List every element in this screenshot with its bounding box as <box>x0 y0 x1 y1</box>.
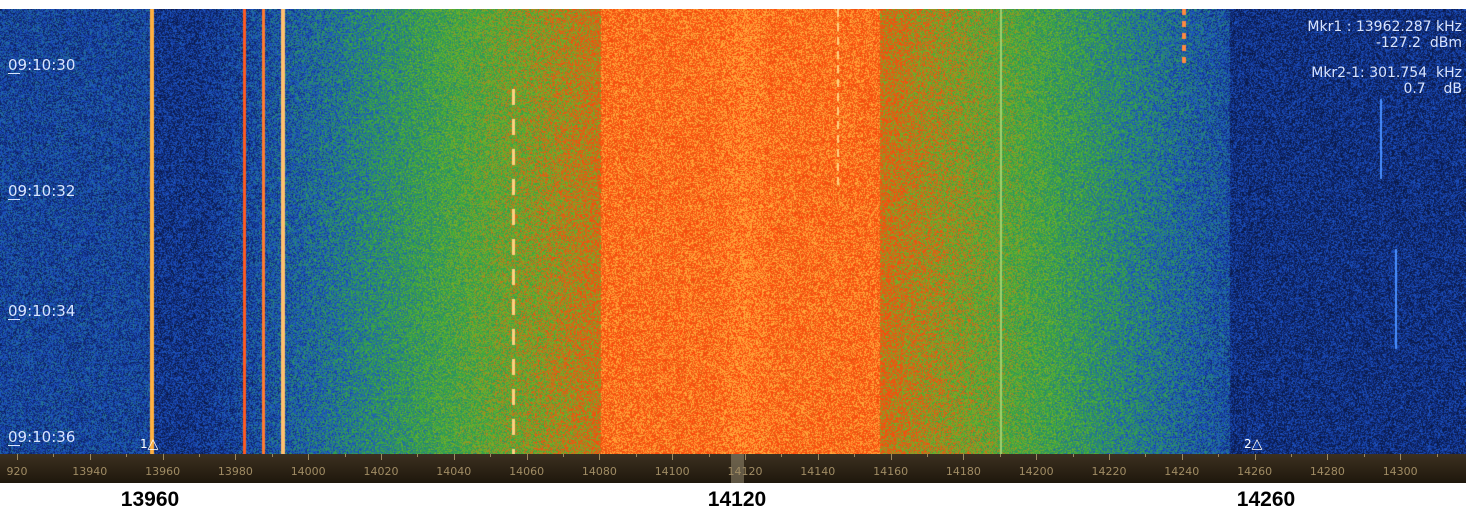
time-label: 09:10:34 <box>8 302 76 320</box>
axis-minor-tick <box>1218 454 1220 457</box>
axis-minor-tick <box>1436 454 1438 457</box>
axis-minor-tick <box>563 454 564 457</box>
axis-tick <box>672 454 674 460</box>
axis-tick-label: 14080 <box>581 465 617 478</box>
axis-tick-label: 14240 <box>1164 465 1200 478</box>
marker-2-number: 2 <box>1244 437 1252 451</box>
axis-minor-tick <box>635 454 637 457</box>
axis-tick-label: 13960 <box>145 465 181 478</box>
axis-tick-label: 13940 <box>72 465 108 478</box>
mkr1-frequency: Mkr1 : 13962.287 kHz <box>1307 19 1462 35</box>
axis-tick-label: 14020 <box>363 465 399 478</box>
axis-tick-label: 14280 <box>1309 465 1345 478</box>
axis-tick <box>453 454 455 460</box>
center-frequency-marker <box>731 454 744 483</box>
axis-minor-tick <box>781 454 783 457</box>
axis-tick-label: 14180 <box>945 465 981 478</box>
big-freq-label: 14120 <box>707 488 767 511</box>
marker-readout: Mkr1 : 13962.287 kHz -127.2 dBm Mkr2-1: … <box>1307 19 1462 97</box>
axis-tick-label: 14000 <box>290 465 326 478</box>
axis-tick-label: 14140 <box>800 465 836 478</box>
axis-tick <box>745 454 746 460</box>
axis-tick-label: 14220 <box>1091 465 1127 478</box>
axis-tick <box>526 454 528 460</box>
axis-minor-tick <box>708 454 710 457</box>
axis-minor-tick <box>490 454 492 457</box>
marker-1-number: 1 <box>140 437 148 451</box>
big-freq-label: 14260 <box>1236 488 1296 511</box>
axis-tick <box>1181 454 1183 460</box>
axis-minor-tick <box>1072 454 1074 457</box>
axis-tick <box>599 454 601 460</box>
axis-tick <box>308 454 310 460</box>
time-tick <box>8 73 20 74</box>
axis-tick <box>17 454 18 460</box>
axis-minor-tick <box>126 454 128 457</box>
axis-minor-tick <box>417 454 419 457</box>
axis-minor-tick <box>1291 454 1292 457</box>
axis-minor-tick <box>53 454 55 457</box>
axis-minor-tick <box>854 454 856 457</box>
frequency-axis[interactable]: 920 13940 13960 13980 14000 14020 14040 14060 14… <box>0 454 1466 483</box>
mkr2-delta-level: 0.7 dB <box>1403 81 1462 97</box>
marker-2-triangle-icon: △ <box>1251 436 1263 452</box>
axis-tick <box>817 454 819 460</box>
axis-tick-label: 14040 <box>436 465 472 478</box>
marker-2[interactable]: 2△ <box>1244 437 1262 451</box>
axis-tick-label: 14260 <box>1237 465 1273 478</box>
time-label: 09:10:32 <box>8 182 76 200</box>
time-label: 09:10:30 <box>8 56 76 74</box>
axis-tick <box>89 454 91 460</box>
axis-tick <box>1254 454 1256 460</box>
axis-tick-label: 920 <box>6 465 28 478</box>
axis-tick <box>235 454 237 460</box>
axis-tick-label: 14100 <box>654 465 690 478</box>
marker-1-triangle-icon: △ <box>147 436 159 452</box>
axis-tick-label: 14200 <box>1018 465 1054 478</box>
axis-tick <box>1036 454 1038 460</box>
axis-tick-label: 14300 <box>1382 465 1418 478</box>
axis-tick-label: 14120 <box>727 465 763 478</box>
big-freq-label: 13960 <box>120 488 180 511</box>
axis-minor-tick <box>344 454 346 457</box>
axis-tick <box>890 454 892 460</box>
axis-minor-tick <box>199 454 200 457</box>
axis-tick <box>162 454 164 460</box>
time-tick <box>8 319 20 320</box>
axis-tick-label: 13980 <box>217 465 253 478</box>
axis-tick-label: 14060 <box>509 465 545 478</box>
waterfall-canvas[interactable] <box>0 9 1466 454</box>
axis-minor-tick <box>1145 454 1147 457</box>
axis-tick <box>1109 454 1110 460</box>
axis-tick <box>1400 454 1402 460</box>
time-tick <box>8 199 20 200</box>
axis-tick <box>963 454 965 460</box>
waterfall-display[interactable]: 09:10:30 09:10:32 09:10:34 09:10:36 Mkr1… <box>0 9 1466 454</box>
marker-1[interactable]: 1△ <box>140 437 158 451</box>
mkr1-level: -127.2 dBm <box>1375 35 1462 51</box>
axis-minor-tick <box>927 454 928 457</box>
axis-tick <box>1327 454 1329 460</box>
axis-minor-tick <box>271 454 273 457</box>
mkr2-delta-frequency: Mkr2-1: 301.754 kHz <box>1311 65 1462 81</box>
axis-tick <box>381 454 382 460</box>
axis-minor-tick <box>1363 454 1365 457</box>
time-tick <box>8 445 20 446</box>
time-label: 09:10:36 <box>8 428 76 446</box>
axis-minor-tick <box>999 454 1001 457</box>
axis-tick-label: 14160 <box>873 465 909 478</box>
